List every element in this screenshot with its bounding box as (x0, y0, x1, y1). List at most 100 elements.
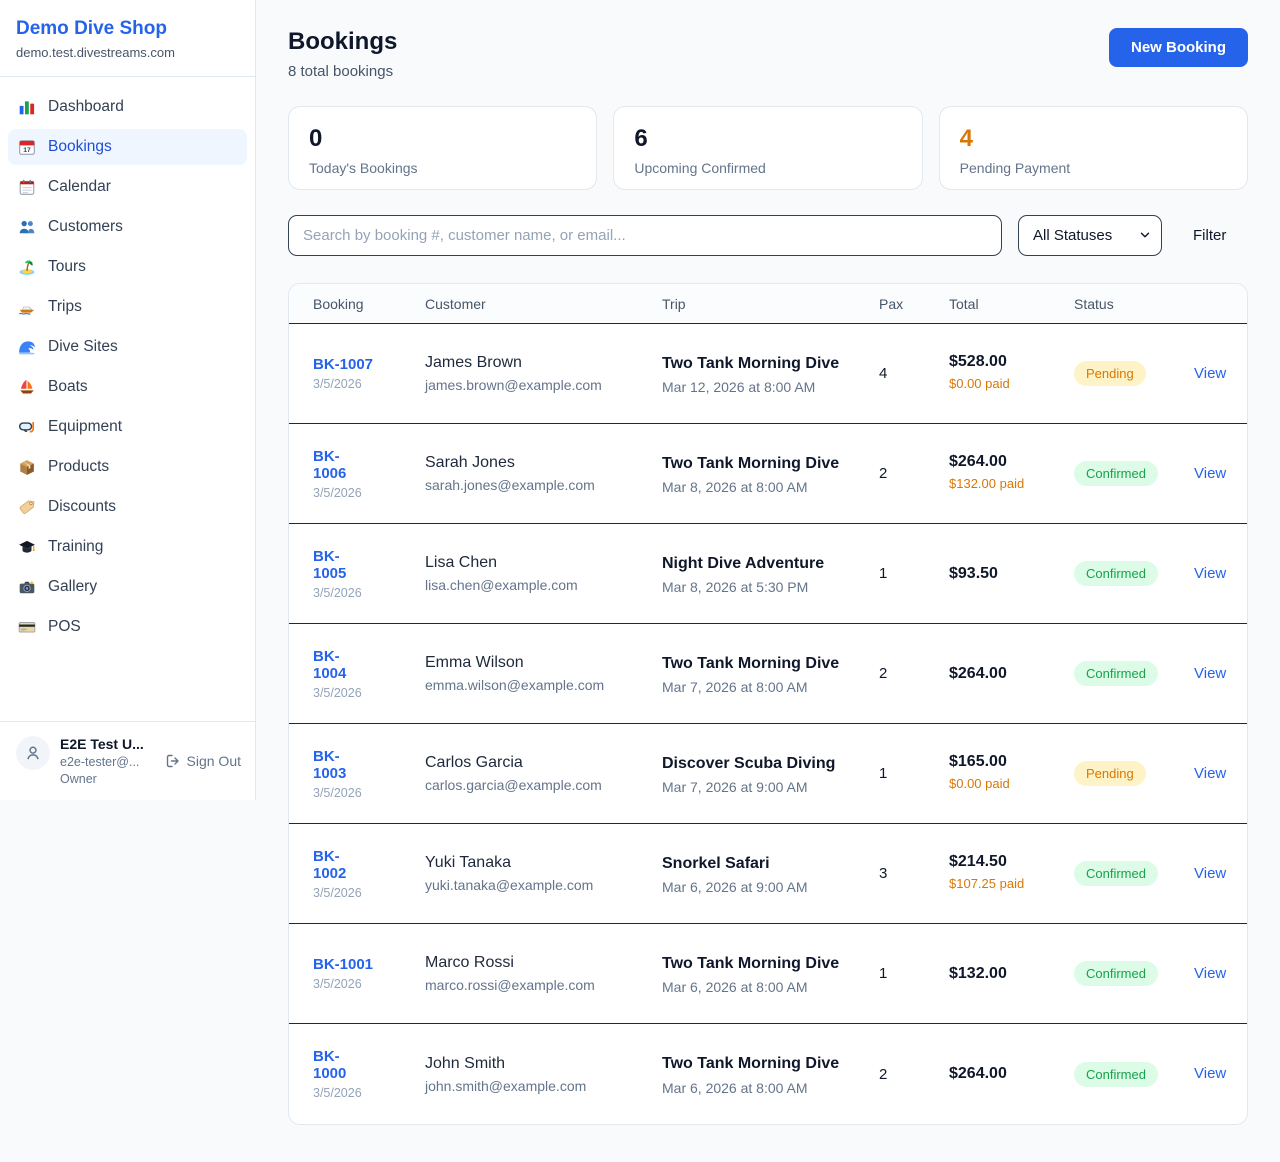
total-amount: $264.00 (949, 664, 1007, 682)
status-badge: Confirmed (1074, 961, 1158, 986)
stat-value: 0 (309, 125, 323, 152)
sidebar-item-equipment[interactable]: Equipment (8, 409, 247, 445)
stat-label: Upcoming Confirmed (634, 160, 766, 176)
view-link[interactable]: View (1194, 1065, 1227, 1082)
trip-datetime: Mar 8, 2026 at 8:00 AM (662, 479, 808, 496)
dive-mask-icon (18, 418, 36, 436)
view-link[interactable]: View (1194, 364, 1227, 382)
search-input[interactable] (288, 215, 1002, 256)
table-row: BK- 1003 3/5/2026 Carlos Garcia carlos.gar… (289, 724, 1247, 824)
package-icon (18, 458, 36, 476)
sidebar-item-bookings[interactable]: 17 Bookings (8, 129, 247, 165)
sidebar-item-label: Equipment (48, 418, 123, 435)
view-link[interactable]: View (1194, 764, 1227, 782)
stats-row: 0 Today's Bookings 6 Upcoming Confirmed … (288, 106, 1248, 190)
booking-id-link[interactable]: BK- 1003 (313, 747, 347, 782)
sidebar-item-label: Boats (48, 378, 88, 395)
booking-id-link[interactable]: BK- 1000 (313, 1048, 347, 1082)
user-box: E2E Test U... e2e-tester@... Owner Sign … (0, 721, 255, 800)
sidebar-item-label: Training (48, 538, 104, 555)
status-badge: Pending (1074, 761, 1146, 786)
booking-id-link[interactable]: BK- 1002 (313, 847, 347, 882)
total-amount: $214.50 (949, 853, 1007, 871)
view-link[interactable]: View (1194, 464, 1227, 482)
stat-card-todays-bookings: 0 Today's Bookings (288, 106, 598, 190)
filter-button[interactable]: Filter (1193, 227, 1227, 244)
graduation-cap-icon (18, 538, 36, 556)
sidebar-item-trips[interactable]: Trips (8, 289, 247, 325)
column-header-total: Total (949, 295, 979, 312)
page-subtitle: 8 total bookings (288, 63, 394, 80)
sidebar-item-label: Bookings (48, 138, 112, 155)
pax-count: 2 (879, 665, 888, 682)
paid-amount: $0.00 paid (949, 776, 1010, 792)
booking-id-link[interactable]: BK-1007 (313, 356, 374, 373)
view-link[interactable]: View (1194, 964, 1227, 982)
sidebar-item-gallery[interactable]: Gallery (8, 569, 247, 605)
stat-label: Pending Payment (959, 160, 1071, 176)
booking-id-link[interactable]: BK-1001 (313, 956, 374, 973)
sidebar-item-dive-sites[interactable]: Dive Sites (8, 329, 247, 365)
table-row: BK- 1002 3/5/2026 Yuki Tanaka yuki.tanaka@… (289, 824, 1247, 924)
calendar-icon (18, 178, 36, 196)
column-header-pax: Pax (879, 295, 904, 312)
booking-id-link[interactable]: BK- 1005 (313, 547, 347, 582)
sidebar-item-training[interactable]: Training (8, 529, 247, 565)
sidebar-item-calendar[interactable]: Calendar (8, 169, 247, 205)
user-email: e2e-tester@... (60, 755, 140, 769)
booking-id-link[interactable]: BK- 1006 (313, 447, 347, 482)
stat-value: 4 (959, 125, 974, 152)
sidebar-item-label: Trips (48, 298, 82, 315)
stat-card-upcoming-confirmed: 6 Upcoming Confirmed (613, 106, 923, 190)
sidebar-item-pos[interactable]: POS (8, 609, 247, 645)
status-badge: Confirmed (1074, 861, 1158, 886)
total-amount: $264.00 (949, 1065, 1007, 1082)
sign-out-button[interactable]: Sign Out (165, 753, 241, 769)
status-badge: Confirmed (1074, 461, 1158, 486)
speedboat-icon (18, 298, 36, 316)
column-header-status: Status (1074, 295, 1114, 312)
paid-amount: $107.25 paid (949, 876, 1025, 892)
sidebar-nav: Dashboard 17 Bookings Calendar Customers… (0, 77, 255, 721)
avatar (16, 736, 50, 770)
status-badge: Confirmed (1074, 661, 1158, 686)
customer-email: yuki.tanaka@example.com (425, 877, 594, 893)
sidebar-item-discounts[interactable]: Discounts (8, 489, 247, 525)
credit-card-icon (18, 618, 36, 636)
stat-value: 6 (634, 125, 648, 152)
trip-datetime: Mar 6, 2026 at 8:00 AM (662, 1079, 808, 1096)
sidebar-item-label: Products (48, 458, 110, 475)
page-title: Bookings (288, 28, 398, 55)
pax-count: 4 (879, 365, 888, 382)
trip-name: Snorkel Safari (662, 854, 770, 872)
wave-icon (18, 338, 36, 356)
status-select[interactable]: All Statuses (1018, 215, 1162, 256)
customer-email: emma.wilson@example.com (425, 677, 605, 693)
trip-name: Two Tank Morning Dive (662, 954, 840, 972)
customer-name: Sarah Jones (425, 454, 515, 471)
sidebar-item-boats[interactable]: Boats (8, 369, 247, 405)
customer-email: sarah.jones@example.com (425, 477, 595, 493)
customer-email: carlos.garcia@example.com (425, 777, 602, 793)
paid-amount: $132.00 paid (949, 476, 1025, 492)
view-link[interactable]: View (1194, 564, 1227, 582)
view-link[interactable]: View (1194, 864, 1227, 882)
new-booking-button[interactable]: New Booking (1108, 28, 1248, 67)
tag-icon (18, 498, 36, 516)
table-header-row: Booking Customer Trip Pax Total Status (289, 284, 1247, 324)
sidebar-item-tours[interactable]: Tours (8, 249, 247, 285)
total-amount: $264.00 (949, 453, 1007, 471)
column-header-trip: Trip (662, 295, 686, 312)
trip-name: Night Dive Adventure (662, 554, 825, 572)
trip-datetime: Mar 6, 2026 at 8:00 AM (662, 979, 808, 996)
table-row: BK- 1000 3/5/2026 John Smith john.smith@ex… (289, 1024, 1247, 1124)
view-link[interactable]: View (1194, 664, 1227, 682)
sidebar-item-products[interactable]: Products (8, 449, 247, 485)
sidebar-item-customers[interactable]: Customers (8, 209, 247, 245)
brand-domain: demo.test.divestreams.com (16, 45, 175, 60)
customer-name: Yuki Tanaka (425, 854, 511, 871)
customer-email: james.brown@example.com (425, 377, 602, 393)
people-icon (18, 218, 36, 236)
booking-id-link[interactable]: BK- 1004 (313, 647, 347, 682)
sidebar-item-dashboard[interactable]: Dashboard (8, 89, 247, 125)
